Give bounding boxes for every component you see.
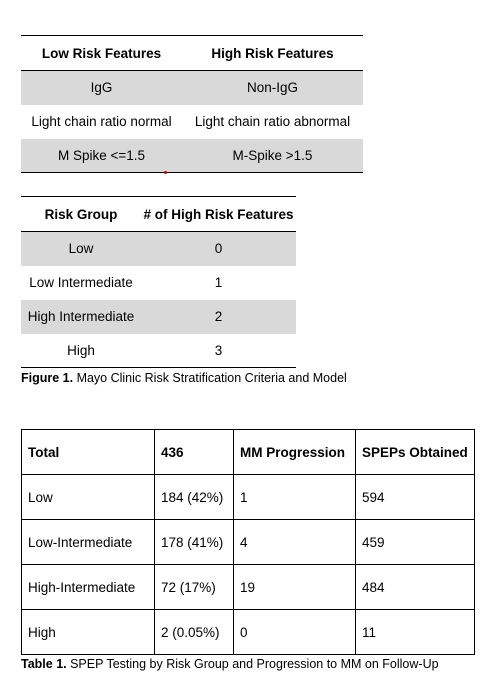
figure-caption: Figure 1. Mayo Clinic Risk Stratificatio…: [21, 371, 347, 385]
table-cell: 3: [141, 333, 296, 368]
table-row: Low-Intermediate 178 (41%) 4 459: [21, 519, 475, 565]
table-cell: Light chain ratio normal: [31, 114, 172, 129]
spep-table: Total 436 MM Progression SPEPs Obtained …: [21, 429, 475, 655]
table-cell: 0: [141, 231, 296, 266]
header-low-risk-features: Low Risk Features: [21, 35, 182, 71]
spellcheck-mark: [164, 171, 167, 174]
table-row: M Spike <=1.5 M-Spike >1.5: [21, 138, 363, 173]
header-high-risk-features: High Risk Features: [182, 35, 363, 71]
table-row: Light chain ratio normal Light chain rat…: [21, 105, 363, 139]
table-row: High Intermediate 2: [21, 299, 296, 334]
header-speps-obtained: SPEPs Obtained: [355, 429, 475, 475]
table-cell: 1: [233, 474, 356, 520]
table-caption: Table 1. SPEP Testing by Risk Group and …: [21, 657, 439, 671]
header-total: Total: [21, 429, 155, 475]
table-caption-label: Table 1.: [21, 657, 67, 671]
table-cell: 19: [233, 564, 356, 610]
table-cell: High-Intermediate: [21, 564, 155, 610]
table-cell: 178 (41%): [154, 519, 234, 565]
table-cell: Low: [21, 231, 141, 266]
table-header-row: Total 436 MM Progression SPEPs Obtained: [21, 429, 475, 475]
table-cell: Low: [21, 474, 155, 520]
figure-caption-label: Figure 1.: [21, 371, 74, 385]
table-cell: 459: [355, 519, 475, 565]
table-row: High 2 (0.05%) 0 11: [21, 609, 475, 655]
risk-features-table: Low Risk Features High Risk Features IgG…: [21, 35, 363, 173]
table-cell: 1: [214, 275, 223, 290]
table-cell: High Intermediate: [21, 299, 141, 334]
table-cell: 72 (17%): [154, 564, 234, 610]
table-header-row: Low Risk Features High Risk Features: [21, 35, 363, 71]
table-cell: Low Intermediate: [29, 275, 133, 290]
table-cell: High: [21, 609, 155, 655]
header-count: 436: [154, 429, 234, 475]
table-cell: 184 (42%): [154, 474, 234, 520]
table-header-row: Risk Group # of High Risk Features: [21, 196, 296, 232]
table-cell: IgG: [21, 70, 182, 105]
table-cell: High: [21, 333, 141, 368]
table-cell: 11: [355, 609, 475, 655]
table-cell: 2: [141, 299, 296, 334]
table-row: High-Intermediate 72 (17%) 19 484: [21, 564, 475, 610]
table-cell: Non-IgG: [182, 70, 363, 105]
table-cell: 4: [233, 519, 356, 565]
table-cell: Light chain ratio abnormal: [194, 114, 351, 129]
table-cell: 2 (0.05%): [154, 609, 234, 655]
table-cell: M-Spike >1.5: [182, 138, 363, 173]
table-cell: Low-Intermediate: [21, 519, 155, 565]
table-row: High 3: [21, 333, 296, 368]
table-row: Low Intermediate 1: [21, 266, 296, 300]
table-row: Low 0: [21, 231, 296, 266]
header-mm-progression: MM Progression: [233, 429, 356, 475]
table-row: Low 184 (42%) 1 594: [21, 474, 475, 520]
table-cell: M Spike <=1.5: [21, 138, 182, 173]
table-cell: 594: [355, 474, 475, 520]
risk-group-table: Risk Group # of High Risk Features Low 0…: [21, 196, 296, 368]
table-cell: 484: [355, 564, 475, 610]
table-row: IgG Non-IgG: [21, 70, 363, 105]
table-cell: 0: [233, 609, 356, 655]
figure-caption-text: Mayo Clinic Risk Stratification Criteria…: [73, 371, 347, 385]
table-caption-text: SPEP Testing by Risk Group and Progressi…: [66, 657, 439, 671]
header-high-risk-count: # of High Risk Features: [141, 196, 296, 232]
header-risk-group: Risk Group: [21, 196, 141, 232]
